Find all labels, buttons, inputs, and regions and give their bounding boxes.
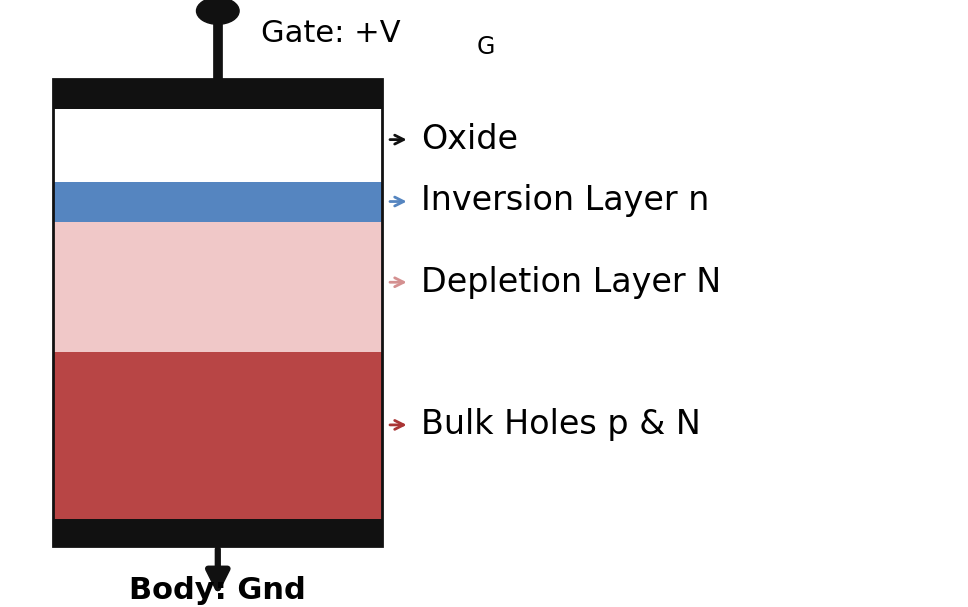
Bar: [53, 79, 382, 546]
Text: Bulk Holes p & N: Bulk Holes p & N: [421, 409, 701, 441]
Bar: [53, 109, 382, 182]
Text: Oxide: Oxide: [421, 123, 518, 156]
Text: Body: Gnd: Body: Gnd: [130, 576, 306, 605]
Bar: [53, 182, 382, 222]
Bar: [53, 352, 382, 519]
Text: Gate: +V: Gate: +V: [261, 19, 401, 48]
Bar: [53, 222, 382, 352]
Text: G: G: [476, 35, 495, 59]
Bar: [53, 79, 382, 109]
Circle shape: [197, 0, 239, 24]
Text: Inversion Layer n: Inversion Layer n: [421, 184, 710, 217]
Bar: [53, 519, 382, 546]
Text: Depletion Layer N: Depletion Layer N: [421, 266, 721, 299]
